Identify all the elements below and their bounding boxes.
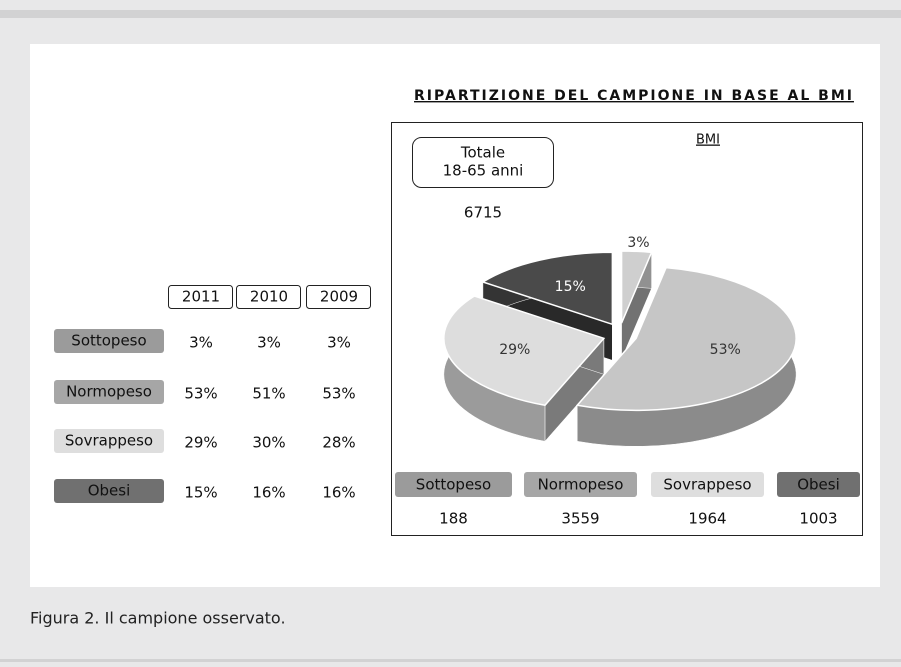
- slice-label: 3%: [627, 235, 649, 251]
- top-band: [0, 10, 901, 18]
- table-cell: 53%: [184, 385, 217, 403]
- legend-count: 1964: [688, 510, 726, 528]
- slice-label: 29%: [499, 342, 530, 358]
- legend-count: 3559: [561, 510, 599, 528]
- pie-slice: [443, 295, 606, 407]
- chart-frame: [391, 122, 863, 536]
- legend-chip: [395, 472, 512, 497]
- table-cell: 51%: [252, 385, 285, 403]
- slice-label: 53%: [710, 342, 741, 358]
- column-header-box: [168, 285, 233, 309]
- table-cell: 15%: [184, 484, 217, 502]
- row-label-chip: [54, 329, 164, 353]
- row-label: Obesi: [88, 482, 131, 500]
- table-cell: 29%: [184, 434, 217, 452]
- row-label-chip: [54, 380, 164, 404]
- column-header-box: [236, 285, 301, 309]
- legend-label: Sottopeso: [416, 476, 491, 494]
- legend-chip: [524, 472, 637, 497]
- table-cell: 3%: [189, 334, 213, 352]
- table-cell: 3%: [327, 334, 351, 352]
- column-header: 2009: [320, 288, 358, 306]
- pie-slice: [620, 250, 653, 324]
- legend-label: Sovrappeso: [663, 476, 751, 494]
- table-cell: 30%: [252, 434, 285, 452]
- chart-subtitle: BMI: [696, 133, 720, 148]
- table-cell: 53%: [322, 385, 355, 403]
- legend-label: Normopeso: [538, 476, 624, 494]
- row-label-chip: [54, 479, 164, 503]
- total-label: Totale: [460, 144, 505, 162]
- table-cell: 3%: [257, 334, 281, 352]
- row-label: Sovrappeso: [65, 432, 153, 450]
- bottom-rule: [0, 659, 901, 662]
- total-value: 6715: [464, 204, 502, 222]
- chart-title: RIPARTIZIONE DEL CAMPIONE IN BASE AL BMI: [414, 88, 854, 104]
- pie-slice: [575, 266, 797, 412]
- table-cell: 16%: [252, 484, 285, 502]
- row-label: Sottopeso: [71, 332, 146, 350]
- row-label: Normopeso: [66, 383, 152, 401]
- total-label: 18-65 anni: [443, 162, 524, 180]
- caption: Figura 2. Il campione osservato.: [30, 609, 286, 628]
- total-box: [412, 137, 554, 188]
- legend-chip: [651, 472, 764, 497]
- table-cell: 28%: [322, 434, 355, 452]
- table-cell: 16%: [322, 484, 355, 502]
- column-header-box: [306, 285, 371, 309]
- legend-count: 1003: [799, 510, 837, 528]
- legend-count: 188: [439, 510, 468, 528]
- slice-label: 15%: [555, 279, 586, 295]
- column-header: 2010: [250, 288, 288, 306]
- legend-chip: [777, 472, 860, 497]
- column-header: 2011: [182, 288, 220, 306]
- pie-slice: [481, 251, 614, 326]
- row-label-chip: [54, 429, 164, 453]
- legend-label: Obesi: [797, 476, 840, 494]
